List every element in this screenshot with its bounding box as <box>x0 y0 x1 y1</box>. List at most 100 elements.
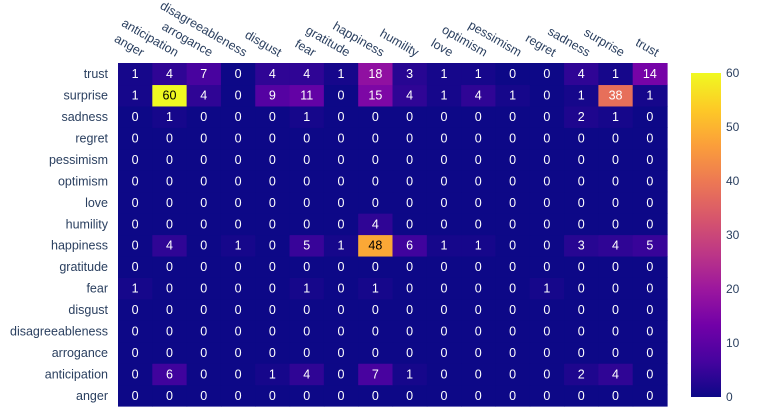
cell-value-label: 4 <box>406 89 413 103</box>
cell-value-label: 14 <box>643 67 657 81</box>
cell-value-label: 4 <box>200 89 207 103</box>
y-axis-tick-labels: anger anticipation arrogance disagreeablene… <box>10 67 109 403</box>
x-axis-tick-labels: angeranticipationarrogancedisagreeablene… <box>112 0 662 60</box>
cell-value-label: 0 <box>578 153 585 167</box>
heatmap-cell <box>220 277 256 300</box>
heatmap-cell <box>529 298 565 321</box>
heatmap-cell <box>358 363 394 386</box>
heatmap-cell <box>255 255 291 278</box>
heatmap-cells <box>118 63 668 407</box>
heatmap-cell <box>392 105 428 128</box>
cell-value-label: 0 <box>612 217 619 231</box>
heatmap-cell <box>186 148 222 171</box>
cell-value-label: 0 <box>440 303 447 317</box>
heatmap-cell <box>358 320 394 343</box>
y-tick-label: arrogance <box>52 346 108 360</box>
heatmap-cell <box>186 191 222 214</box>
heatmap-cell <box>392 213 428 236</box>
cell-value-label: 4 <box>303 367 310 381</box>
heatmap-cell <box>358 127 394 150</box>
heatmap-cell <box>186 234 222 257</box>
heatmap-cell <box>152 191 188 214</box>
heatmap-cell <box>392 84 428 107</box>
heatmap-cell <box>358 170 394 193</box>
cell-value-label: 0 <box>132 217 139 231</box>
cell-value-label: 0 <box>509 389 516 403</box>
heatmap-cell <box>220 213 256 236</box>
heatmap-cell <box>220 63 256 86</box>
heatmap-cell <box>152 105 188 128</box>
heatmap-cell <box>564 191 599 214</box>
cell-value-label: 0 <box>269 346 276 360</box>
heatmap-cell <box>118 277 153 300</box>
cell-value-label: 0 <box>612 324 619 338</box>
heatmap-cell <box>495 234 531 257</box>
heatmap-cell <box>358 298 394 321</box>
heatmap-cell <box>152 363 188 386</box>
heatmap-cell <box>323 84 359 107</box>
y-tick-label: regret <box>75 132 108 146</box>
colorbar-tick-labels: 0 10 20 30 40 50 60 <box>726 66 740 404</box>
cell-value-label: 0 <box>235 282 242 296</box>
heatmap-cell <box>632 234 668 257</box>
cell-value-label: 0 <box>475 132 482 146</box>
heatmap-cell <box>495 384 531 407</box>
cell-value-label: 0 <box>578 303 585 317</box>
heatmap-cell <box>426 298 462 321</box>
cell-value-label: 1 <box>509 89 516 103</box>
heatmap-cell <box>323 127 359 150</box>
cell-value-label: 0 <box>303 346 310 360</box>
cell-value-label: 0 <box>509 196 516 210</box>
heatmap-cell <box>289 363 325 386</box>
cell-value-label: 0 <box>372 153 379 167</box>
heatmap-cell <box>186 84 222 107</box>
heatmap-cell <box>255 213 291 236</box>
colorbar-tick-label: 0 <box>726 390 733 404</box>
cell-value-label: 0 <box>372 132 379 146</box>
heatmap-cell <box>461 234 497 257</box>
heatmap-cell <box>323 341 359 364</box>
heatmap-cell <box>564 63 599 86</box>
heatmap-cell <box>220 105 256 128</box>
heatmap-cell <box>461 170 497 193</box>
cell-value-label: 0 <box>543 174 550 188</box>
heatmap-cell <box>495 148 531 171</box>
heatmap-cell <box>358 84 394 107</box>
heatmap-cell <box>529 234 565 257</box>
heatmap-cell <box>392 277 428 300</box>
heatmap-cell <box>358 277 394 300</box>
cell-value-label: 0 <box>509 239 516 253</box>
heatmap-cell <box>461 341 497 364</box>
cell-value-label: 0 <box>269 174 276 188</box>
heatmap-cell <box>598 127 634 150</box>
cell-value-label: 0 <box>612 346 619 360</box>
heatmap-cell <box>186 298 222 321</box>
heatmap-cell <box>564 234 599 257</box>
heatmap-cell <box>255 234 291 257</box>
heatmap-cell <box>426 320 462 343</box>
cell-value-label: 0 <box>303 217 310 231</box>
cell-value-label: 0 <box>338 217 345 231</box>
cell-value-label: 0 <box>543 389 550 403</box>
heatmap-cell <box>152 148 188 171</box>
cell-value-label: 0 <box>372 110 379 124</box>
heatmap-cell <box>461 320 497 343</box>
heatmap-cell <box>564 277 599 300</box>
heatmap-cell <box>323 384 359 407</box>
cell-value-label: 1 <box>338 67 345 81</box>
heatmap-cell <box>529 277 565 300</box>
cell-value-label: 4 <box>166 239 173 253</box>
heatmap-cell <box>323 213 359 236</box>
heatmap-cell <box>392 298 428 321</box>
cell-value-label: 0 <box>440 367 447 381</box>
cell-value-label: 0 <box>338 282 345 296</box>
cell-value-label: 0 <box>475 153 482 167</box>
cell-value-label: 0 <box>200 153 207 167</box>
heatmap-cell <box>220 234 256 257</box>
cell-value-label: 11 <box>300 89 313 103</box>
cell-value-label: 0 <box>235 303 242 317</box>
cell-value-label: 1 <box>372 282 379 296</box>
cell-value-label: 0 <box>338 153 345 167</box>
heatmap-cell <box>186 320 222 343</box>
heatmap-cell <box>426 127 462 150</box>
